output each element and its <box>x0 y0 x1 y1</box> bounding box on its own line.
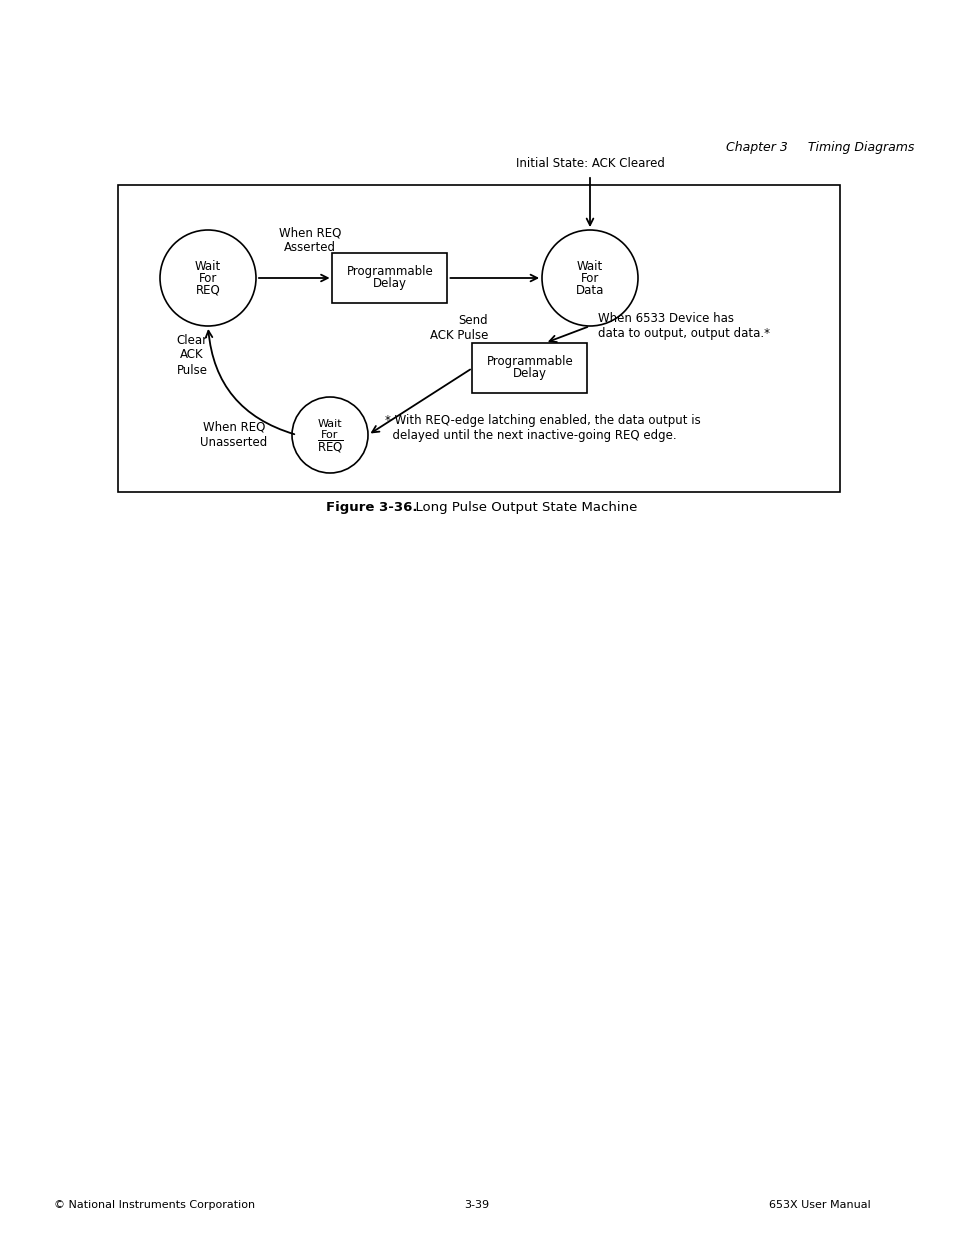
Text: Delay: Delay <box>373 278 407 290</box>
Circle shape <box>292 396 368 473</box>
Text: REQ: REQ <box>195 284 220 296</box>
Text: Programmable: Programmable <box>346 266 433 279</box>
Text: For: For <box>198 272 217 284</box>
Text: When 6533 Device has
data to output, output data.*: When 6533 Device has data to output, out… <box>598 312 769 340</box>
Text: Delay: Delay <box>513 368 546 380</box>
Text: Send
ACK Pulse: Send ACK Pulse <box>429 314 488 342</box>
Text: Figure 3-36.: Figure 3-36. <box>326 501 417 515</box>
Text: 653X User Manual: 653X User Manual <box>768 1200 870 1210</box>
Circle shape <box>541 230 638 326</box>
Text: For: For <box>580 272 598 284</box>
Circle shape <box>160 230 255 326</box>
Bar <box>472 343 587 393</box>
Text: Programmable: Programmable <box>486 356 573 368</box>
Text: Data: Data <box>576 284 603 296</box>
Bar <box>333 253 447 303</box>
Bar <box>118 185 840 492</box>
Text: Wait: Wait <box>577 259 602 273</box>
Text: Chapter 3     Timing Diagrams: Chapter 3 Timing Diagrams <box>725 142 913 154</box>
Text: When REQ
Asserted: When REQ Asserted <box>278 226 341 254</box>
Text: Long Pulse Output State Machine: Long Pulse Output State Machine <box>407 501 637 515</box>
Text: Wait: Wait <box>317 419 342 429</box>
Text: When REQ
Unasserted: When REQ Unasserted <box>200 421 268 450</box>
Text: Initial State: ACK Cleared: Initial State: ACK Cleared <box>515 157 663 170</box>
Text: Clear
ACK
Pulse: Clear ACK Pulse <box>176 333 208 377</box>
Text: 3-39: 3-39 <box>464 1200 489 1210</box>
Text: Wait: Wait <box>194 259 221 273</box>
Text: For: For <box>321 430 338 440</box>
Text: © National Instruments Corporation: © National Instruments Corporation <box>54 1200 255 1210</box>
Text: * With REQ-edge latching enabled, the data output is
  delayed until the next in: * With REQ-edge latching enabled, the da… <box>385 414 700 442</box>
Text: $\overline{\mathrm{REQ}}$: $\overline{\mathrm{REQ}}$ <box>316 438 343 456</box>
